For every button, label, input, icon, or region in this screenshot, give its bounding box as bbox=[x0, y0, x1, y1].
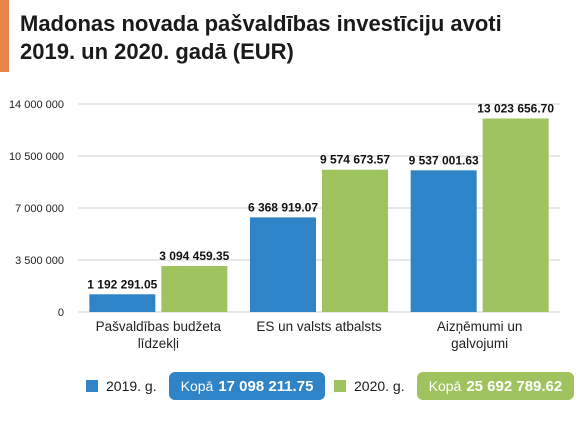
legend-swatch-2020 bbox=[334, 380, 346, 392]
data-label: 13 023 656.70 bbox=[477, 102, 554, 116]
data-label: 6 368 919.07 bbox=[248, 200, 318, 214]
category-label: Pašvaldības budžeta bbox=[96, 319, 222, 334]
title-line-2: 2019. un 2020. gadā (EUR) bbox=[20, 39, 294, 64]
bar bbox=[410, 170, 477, 312]
category-label: Aizņēmumi un bbox=[437, 319, 523, 334]
legend-swatch-2019 bbox=[86, 380, 98, 392]
total-value-2020: 25 692 789.62 bbox=[466, 377, 563, 395]
category-label: galvojumi bbox=[451, 336, 508, 351]
data-label: 3 094 459.35 bbox=[159, 249, 229, 263]
total-badge-2020: Kopā 25 692 789.62 bbox=[416, 372, 575, 400]
total-label-2020: Kopā bbox=[428, 378, 462, 394]
y-tick-label: 10 500 000 bbox=[9, 151, 64, 163]
bar bbox=[89, 294, 156, 312]
y-tick-label: 14 000 000 bbox=[9, 99, 64, 111]
total-value-2019: 17 098 211.75 bbox=[218, 377, 314, 395]
bar bbox=[161, 266, 228, 312]
bar bbox=[322, 169, 388, 312]
data-label: 1 192 291.05 bbox=[87, 277, 157, 291]
legend-label-2019: 2019. g. bbox=[106, 378, 157, 394]
chart-title: Madonas novada pašvaldības investīciju a… bbox=[20, 10, 560, 66]
bar bbox=[250, 217, 316, 312]
data-label: 9 537 001.63 bbox=[409, 153, 479, 167]
total-badge-2019: Kopā 17 098 211.75 bbox=[168, 372, 326, 400]
total-label-2019: Kopā bbox=[180, 378, 214, 394]
accent-bar bbox=[0, 0, 9, 72]
title-line-1: Madonas novada pašvaldības investīciju a… bbox=[20, 11, 502, 36]
legend-item-2019: 2019. g. Kopā 17 098 211.75 bbox=[86, 372, 326, 400]
bar bbox=[482, 118, 549, 312]
data-label: 9 574 673.57 bbox=[320, 153, 390, 167]
legend-label-2020: 2020. g. bbox=[354, 378, 405, 394]
y-tick-label: 0 bbox=[58, 307, 64, 319]
category-label: līdzekļi bbox=[138, 336, 179, 351]
y-tick-label: 7 000 000 bbox=[15, 203, 64, 215]
bar-chart: 0 3 500 000 7 000 000 10 500 000 14 000 000 1… bbox=[9, 99, 560, 351]
y-tick-label: 3 500 000 bbox=[15, 255, 64, 267]
category-label: ES un valsts atbalsts bbox=[256, 319, 382, 334]
legend-item-2020: 2020. g. Kopā 25 692 789.62 bbox=[334, 372, 575, 400]
